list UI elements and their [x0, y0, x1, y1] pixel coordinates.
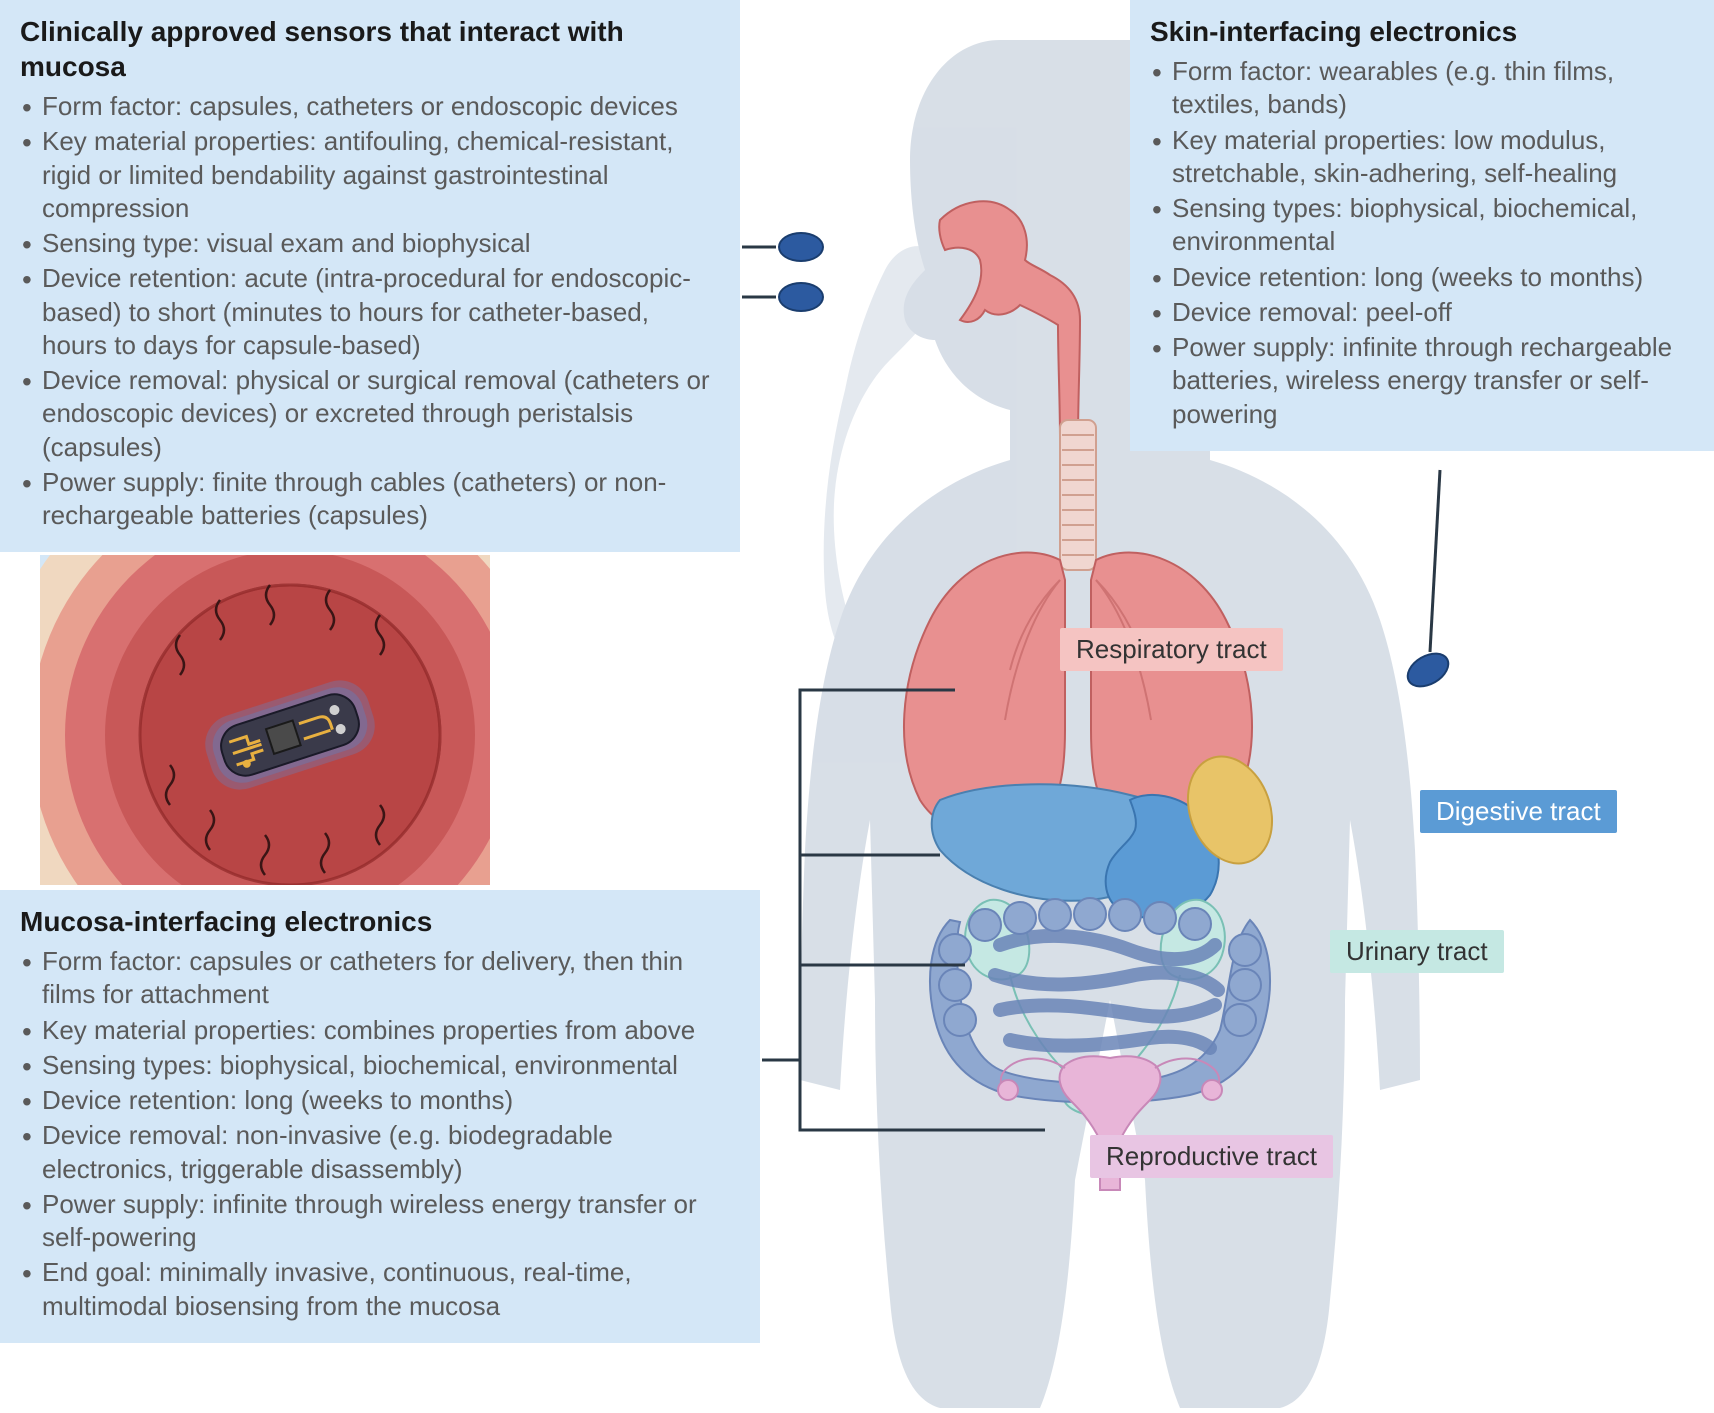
- list-item: Form factor: capsules, catheters or endo…: [20, 90, 720, 123]
- list-item: Device retention: acute (intra-procedura…: [20, 262, 720, 362]
- label-text: Urinary tract: [1346, 936, 1488, 966]
- list-item: Device retention: long (weeks to months): [1150, 261, 1694, 294]
- list-item: End goal: minimally invasive, continuous…: [20, 1256, 740, 1323]
- list-item: Sensing types: biophysical, biochemical,…: [1150, 192, 1694, 259]
- list-item: Power supply: infinite through wireless …: [20, 1188, 740, 1255]
- panel-skin-electronics: Skin-interfacing electronics Form factor…: [1130, 0, 1714, 451]
- list-item: Power supply: finite through cables (cat…: [20, 466, 720, 533]
- panel-clinical-sensors: Clinically approved sensors that interac…: [0, 0, 740, 552]
- label-text: Reproductive tract: [1106, 1141, 1317, 1171]
- panel-mucosa-electronics: Mucosa-interfacing electronics Form fact…: [0, 890, 760, 1343]
- list-item: Key material properties: combines proper…: [20, 1014, 740, 1047]
- label-respiratory: Respiratory tract: [1060, 628, 1283, 671]
- list-item: Sensing type: visual exam and biophysica…: [20, 227, 720, 260]
- list-item: Key material properties: antifouling, ch…: [20, 125, 720, 225]
- panel-clinical-list: Form factor: capsules, catheters or endo…: [20, 90, 720, 532]
- label-urinary: Urinary tract: [1330, 930, 1504, 973]
- list-item: Device retention: long (weeks to months): [20, 1084, 740, 1117]
- panel-skin-list: Form factor: wearables (e.g. thin films,…: [1150, 55, 1694, 431]
- list-item: Sensing types: biophysical, biochemical,…: [20, 1049, 740, 1082]
- panel-mucosa-title: Mucosa-interfacing electronics: [20, 904, 740, 939]
- list-item: Form factor: capsules or catheters for d…: [20, 945, 740, 1012]
- sensor-capsule-nose: [778, 232, 824, 262]
- label-reproductive: Reproductive tract: [1090, 1135, 1333, 1178]
- label-digestive: Digestive tract: [1420, 790, 1617, 833]
- panel-mucosa-list: Form factor: capsules or catheters for d…: [20, 945, 740, 1323]
- list-item: Power supply: infinite through rechargea…: [1150, 331, 1694, 431]
- list-item: Form factor: wearables (e.g. thin films,…: [1150, 55, 1694, 122]
- list-item: Key material properties: low modulus, st…: [1150, 124, 1694, 191]
- mucosa-inset-illustration: [40, 555, 490, 885]
- list-item: Device removal: physical or surgical rem…: [20, 364, 720, 464]
- list-item: Device removal: peel-off: [1150, 296, 1694, 329]
- label-text: Digestive tract: [1436, 796, 1601, 826]
- panel-skin-title: Skin-interfacing electronics: [1150, 14, 1694, 49]
- sensor-capsule-mouth: [778, 282, 824, 312]
- panel-clinical-title: Clinically approved sensors that interac…: [20, 14, 720, 84]
- trachea: [1060, 420, 1096, 570]
- list-item: Device removal: non-invasive (e.g. biode…: [20, 1119, 740, 1186]
- label-text: Respiratory tract: [1076, 634, 1267, 664]
